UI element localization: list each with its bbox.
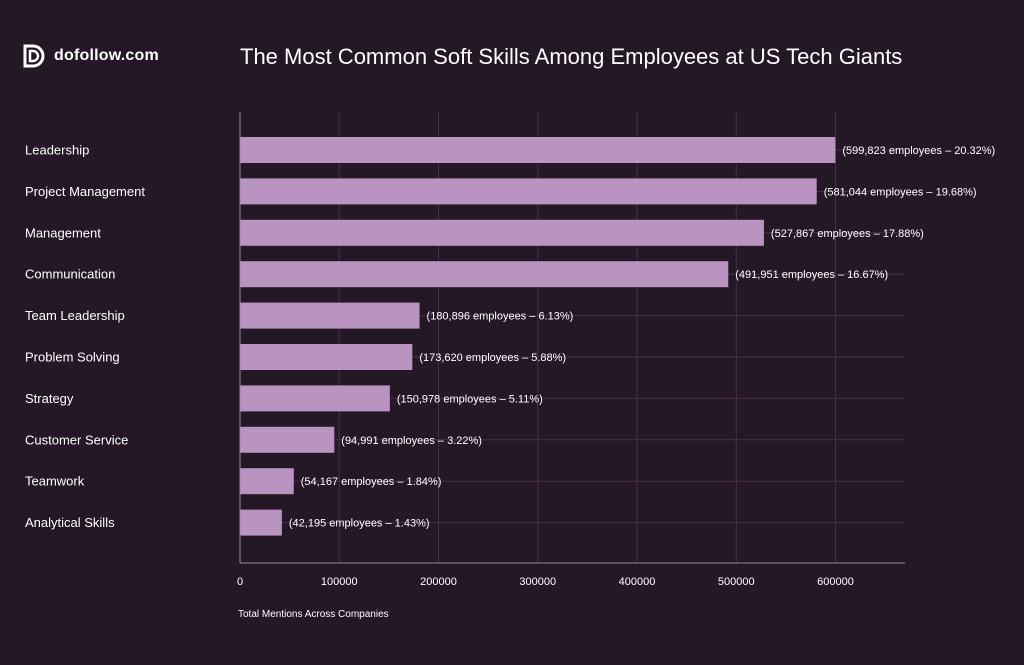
data-label: (491,951 employees – 16.67%)	[735, 269, 888, 281]
x-tick-label: 600000	[817, 576, 854, 588]
x-tick-label: 400000	[619, 576, 656, 588]
bar	[240, 344, 413, 370]
category-label: Leadership	[25, 143, 89, 158]
x-axis-label: Total Mentions Across Companies	[238, 609, 389, 620]
data-label: (527,867 employees – 17.88%)	[771, 228, 924, 240]
category-label: Problem Solving	[25, 350, 120, 365]
category-label: Project Management	[25, 184, 145, 199]
data-label: (42,195 employees – 1.43%)	[289, 518, 430, 530]
x-tick-label: 100000	[321, 576, 358, 588]
logo-text: dofollow.com	[54, 47, 159, 64]
bar	[240, 426, 335, 453]
bar	[240, 385, 390, 412]
dofollow-logo-icon	[23, 44, 45, 68]
data-label: (173,620 employees – 5.88%)	[419, 352, 566, 364]
bar	[240, 219, 764, 246]
category-label: Customer Service	[25, 432, 128, 447]
category-label: Team Leadership	[25, 308, 125, 323]
bar	[240, 178, 817, 205]
category-label: Strategy	[25, 391, 74, 406]
data-label: (581,044 employees – 19.68%)	[824, 186, 977, 198]
x-tick-label: 500000	[718, 576, 755, 588]
data-label: (94,991 employees – 3.22%)	[341, 435, 482, 447]
x-tick-label: 200000	[420, 576, 457, 588]
chart-title: The Most Common Soft Skills Among Employ…	[240, 44, 903, 69]
category-label: Management	[25, 225, 101, 240]
category-label: Analytical Skills	[25, 515, 115, 530]
bar	[240, 302, 420, 329]
bar	[240, 137, 836, 163]
category-label: Teamwork	[25, 474, 85, 489]
data-label: (150,978 employees – 5.11%)	[397, 393, 543, 405]
bar	[240, 509, 282, 536]
data-label: (599,823 employees – 20.32%)	[842, 145, 995, 157]
bar	[240, 261, 729, 288]
data-label: (54,167 employees – 1.84%)	[301, 476, 442, 488]
category-label: Communication	[25, 267, 115, 282]
data-label: (180,896 employees – 6.13%)	[427, 311, 574, 323]
brand-logo: dofollow.com	[22, 44, 159, 68]
x-tick-label: 0	[237, 576, 243, 588]
bar	[240, 468, 294, 495]
x-tick-label: 300000	[519, 576, 556, 588]
